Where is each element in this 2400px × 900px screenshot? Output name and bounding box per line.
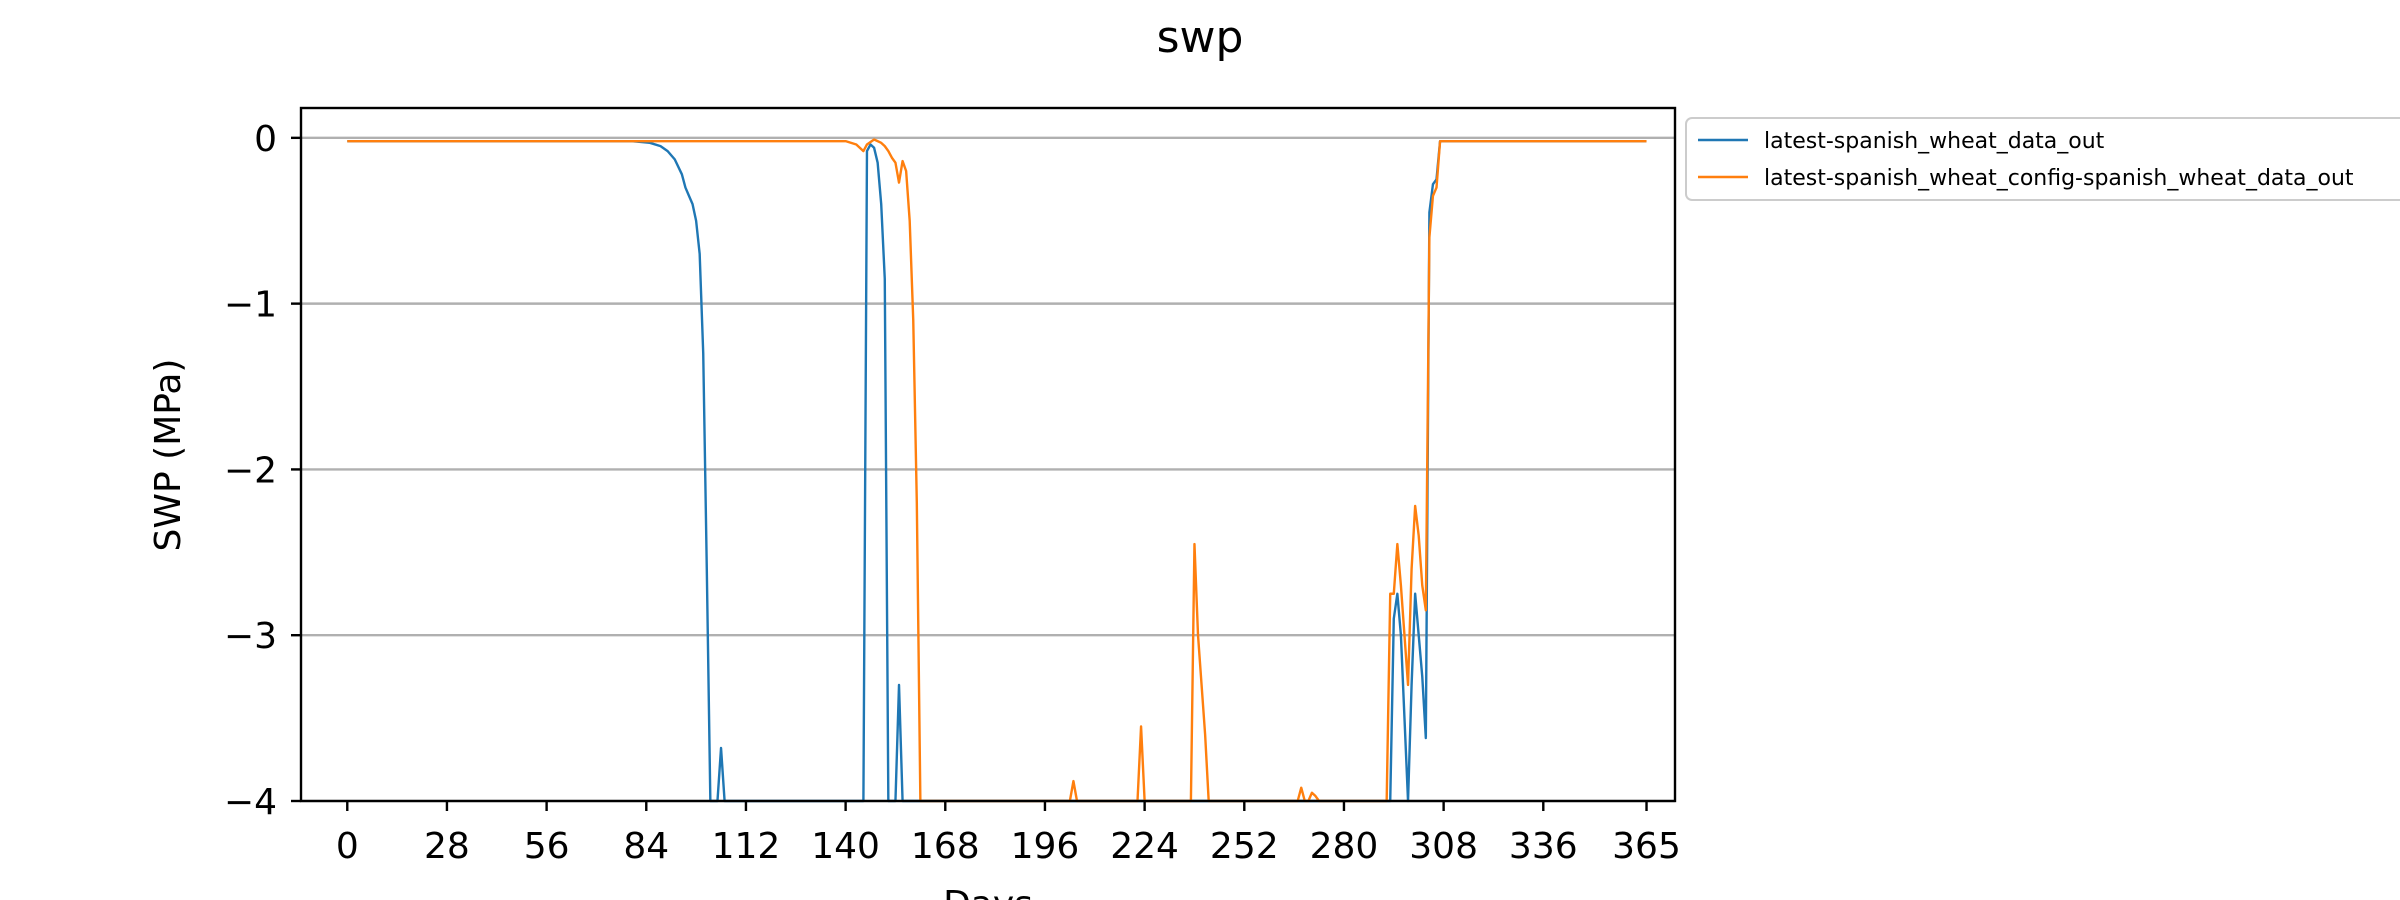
x-tick-label-11: 308 — [1409, 826, 1478, 867]
y-axis-ticks: 0 −1 −2 −3 −4 — [224, 119, 301, 823]
y-tick-label-3: −3 — [224, 616, 277, 657]
x-axis-label: Days — [943, 884, 1033, 900]
x-tick-label-2: 56 — [524, 826, 570, 867]
series-line-2 — [347, 138, 1647, 803]
legend-label-series-2: latest-spanish_wheat_config-spanish_whea… — [1764, 166, 2354, 191]
y-axis-label: SWP (MPa) — [148, 359, 189, 552]
plot-frame — [299, 106, 1677, 803]
x-tick-label-3: 84 — [623, 826, 669, 867]
x-tick-label-9: 252 — [1210, 826, 1279, 867]
y-tick-label-0: 0 — [254, 119, 277, 160]
x-tick-label-12: 336 — [1509, 826, 1578, 867]
x-tick-label-5: 140 — [811, 826, 880, 867]
x-axis-ticks: 0 28 56 84 112 140 168 196 224 252 280 308 336 365 — [336, 801, 1681, 867]
x-tick-label-13: 365 — [1612, 826, 1681, 867]
grid-layer — [301, 136, 1675, 803]
x-tick-label-6: 168 — [911, 826, 980, 867]
legend-box — [1685, 117, 2400, 201]
y-tick-label-4: −4 — [224, 782, 277, 823]
x-tick-label-7: 196 — [1011, 826, 1080, 867]
legend-label-series-1: latest-spanish_wheat_data_out — [1764, 129, 2105, 154]
y-tick-label-1: −1 — [224, 285, 277, 326]
y-tick-label-2: −2 — [224, 450, 277, 491]
x-tick-label-4: 112 — [712, 826, 781, 867]
x-tick-label-8: 224 — [1110, 826, 1179, 867]
x-tick-label-0: 0 — [336, 826, 359, 867]
series-layer — [347, 138, 1647, 803]
chart-title: swp — [1157, 12, 1244, 63]
legend: latest-spanish_wheat_data_out latest-spa… — [1685, 117, 2400, 201]
x-tick-label-1: 28 — [424, 826, 470, 867]
series-line-1 — [347, 139, 1647, 803]
x-tick-label-10: 280 — [1310, 826, 1379, 867]
